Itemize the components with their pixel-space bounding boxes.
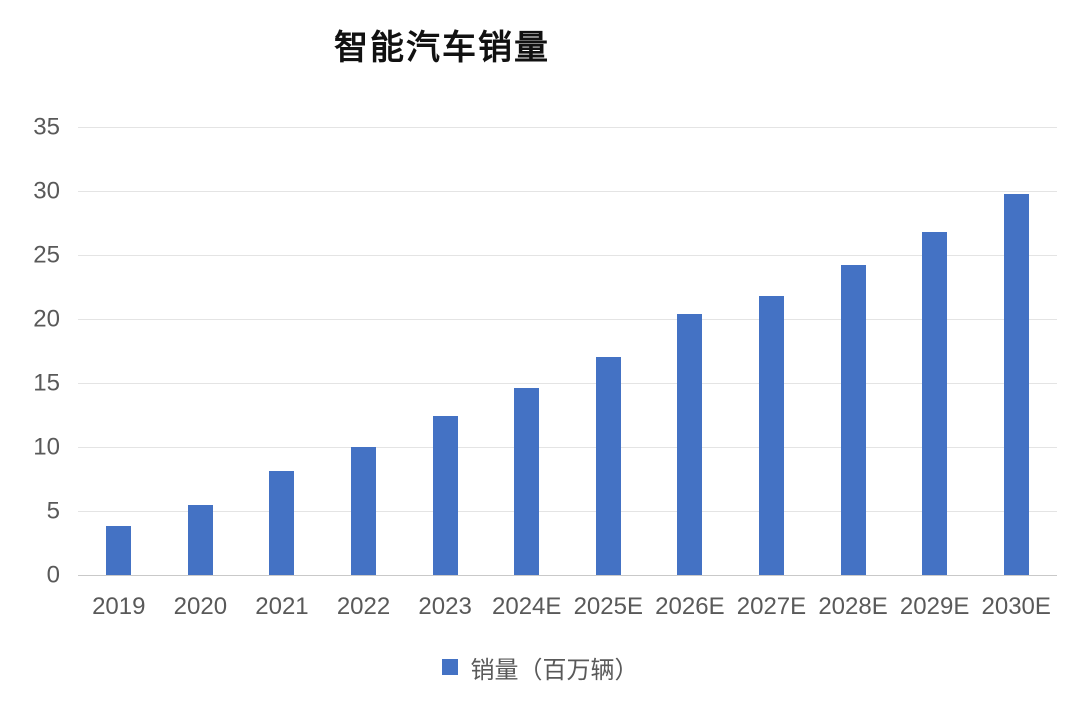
plot-area xyxy=(78,127,1057,576)
bar-2024E xyxy=(514,388,540,575)
x-tick-label-2023: 2023 xyxy=(418,593,472,620)
bar-2029E xyxy=(922,231,948,575)
bar-2019 xyxy=(106,526,132,575)
chart-title: 智能汽车销量 xyxy=(334,30,550,67)
gridline-y-25 xyxy=(78,255,1057,256)
x-tick-label-2024E: 2024E xyxy=(492,593,562,620)
gridline-y-10 xyxy=(78,447,1057,448)
x-tick-label-2028E: 2028E xyxy=(818,593,888,620)
bar-2025E xyxy=(595,357,621,575)
x-tick-label-2021: 2021 xyxy=(255,593,309,620)
x-tick-label-2030E: 2030E xyxy=(981,593,1051,620)
y-tick-label-20: 20 xyxy=(33,305,60,333)
y-tick-label-35: 35 xyxy=(33,113,60,141)
y-tick-label-10: 10 xyxy=(33,433,60,461)
gridline-y-20 xyxy=(78,319,1057,320)
x-tick-label-2019: 2019 xyxy=(92,593,146,620)
bar-2030E xyxy=(1003,193,1029,575)
bar-2023 xyxy=(432,416,458,575)
bar-2021 xyxy=(269,471,295,575)
bar-2020 xyxy=(187,504,213,575)
bar-2026E xyxy=(677,313,703,575)
gridline-y-15 xyxy=(78,383,1057,384)
x-tick-label-2026E: 2026E xyxy=(655,593,725,620)
bar-2028E xyxy=(840,265,866,575)
x-tick-label-2025E: 2025E xyxy=(573,593,643,620)
x-tick-label-2020: 2020 xyxy=(173,593,228,620)
gridline-y-5 xyxy=(78,511,1057,512)
x-axis-line xyxy=(78,575,1057,576)
bar-2022 xyxy=(351,447,377,575)
x-tick-label-2027E: 2027E xyxy=(736,593,807,620)
legend-label: 销量（百万辆） xyxy=(470,656,639,684)
y-tick-label-0: 0 xyxy=(46,561,60,589)
x-tick-label-2029E: 2029E xyxy=(899,593,970,620)
bar-2027E xyxy=(758,295,784,575)
x-tick-label-2022: 2022 xyxy=(336,593,391,620)
y-tick-label-30: 30 xyxy=(33,177,60,205)
gridline-y-30 xyxy=(78,191,1057,192)
y-tick-label-25: 25 xyxy=(33,241,60,269)
gridline-y-35 xyxy=(78,127,1057,128)
legend: 销量（百万辆） xyxy=(0,651,1080,684)
legend-swatch-icon xyxy=(441,659,458,675)
y-tick-label-15: 15 xyxy=(33,369,60,397)
y-tick-label-5: 5 xyxy=(46,497,60,525)
